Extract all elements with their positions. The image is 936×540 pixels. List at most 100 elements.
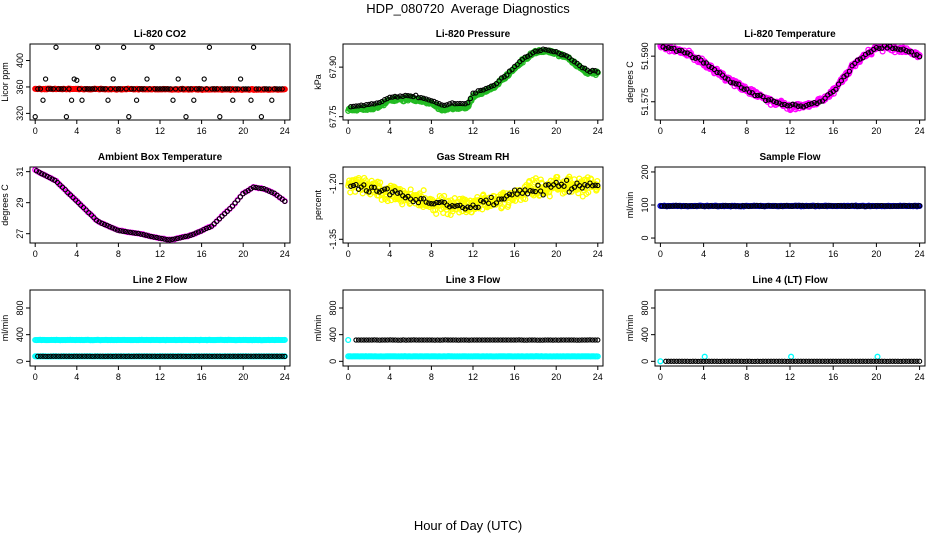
point-secondary-34 [754, 358, 761, 364]
point-secondary-68 [843, 203, 849, 209]
point-primary-354 [522, 196, 529, 203]
point-secondary-54 [175, 353, 181, 359]
point-primary-1 [701, 353, 708, 360]
point-secondary-76 [868, 358, 874, 364]
point-secondary-32 [431, 98, 437, 105]
point-secondary-51 [797, 203, 803, 209]
point-primary-292 [491, 193, 498, 200]
point-secondary-88 [584, 337, 590, 343]
point-secondary-12 [379, 187, 385, 194]
point-secondary-17 [398, 337, 404, 343]
point-secondary-0 [348, 104, 354, 110]
point-secondary-51 [487, 337, 493, 343]
point-secondary-42 [457, 100, 463, 107]
data-points [345, 336, 601, 360]
point-secondary-59 [819, 98, 826, 104]
y-tick-label: 400 [15, 53, 25, 68]
point-secondary-3 [42, 353, 49, 360]
point-secondary-1 [661, 203, 668, 209]
point-secondary-55 [178, 353, 184, 359]
point-secondary-33 [749, 90, 755, 96]
point-secondary-15 [703, 358, 709, 364]
point-secondary-81 [243, 86, 249, 92]
point-secondary-84 [889, 358, 896, 364]
point-secondary-65 [838, 358, 844, 364]
point-secondary-11 [61, 86, 67, 92]
point-secondary-50 [794, 203, 801, 209]
x-tick-label: 0 [346, 249, 351, 259]
x-tick-label: 12 [468, 249, 478, 259]
point-secondary-27 [736, 358, 742, 364]
point-secondary-90 [266, 86, 272, 92]
x-tick-label: 0 [33, 372, 38, 382]
point-secondary-76 [230, 97, 236, 103]
point-secondary-84 [253, 353, 259, 359]
point-secondary-52 [803, 358, 809, 364]
point-secondary-60 [191, 353, 197, 360]
point-secondary-6 [50, 353, 57, 359]
point-secondary-82 [561, 183, 567, 189]
point-secondary-7 [53, 353, 59, 359]
point-secondary-52 [169, 236, 176, 243]
point-secondary-87 [895, 46, 901, 52]
point-secondary-41 [139, 86, 145, 92]
point-secondary-86 [258, 353, 265, 359]
x-tick-label: 24 [915, 372, 925, 382]
x-tick-label: 24 [593, 372, 603, 382]
point-secondary-69 [214, 353, 220, 359]
point-secondary-46 [783, 203, 790, 209]
point-secondary-55 [811, 358, 817, 364]
point-secondary-28 [420, 95, 427, 101]
point-secondary-73 [224, 353, 231, 359]
point-secondary-40 [136, 86, 142, 92]
point-secondary-3 [667, 203, 673, 209]
point-secondary-56 [493, 200, 500, 206]
point-secondary-68 [524, 191, 531, 197]
point-secondary-93 [911, 52, 917, 58]
point-secondary-66 [206, 224, 212, 231]
point-secondary-39 [135, 230, 142, 237]
point-secondary-93 [589, 183, 596, 189]
point-secondary-44 [781, 358, 788, 364]
point-secondary-23 [721, 203, 727, 209]
point-secondary-48 [157, 86, 163, 92]
point-secondary-14 [384, 95, 390, 102]
y-tick-label: 0 [328, 359, 338, 364]
plot-frame [29, 166, 291, 244]
point-secondary-16 [395, 337, 401, 343]
point-secondary-69 [527, 188, 533, 194]
point-secondary-81 [245, 353, 252, 359]
point-secondary-54 [488, 83, 494, 89]
point-secondary-35 [126, 353, 132, 359]
point-secondary-43 [146, 353, 153, 359]
point-secondary-57 [503, 337, 509, 343]
point-secondary-10 [374, 100, 380, 106]
point-secondary-18 [394, 190, 401, 196]
point-secondary-64 [514, 61, 520, 68]
x-tick-label: 20 [871, 126, 881, 136]
point-secondary-32 [117, 228, 123, 234]
point-secondary-27 [732, 203, 738, 209]
point-secondary-26 [730, 80, 736, 86]
point-secondary-14 [700, 358, 707, 365]
point-secondary-77 [235, 353, 241, 359]
point-secondary-40 [452, 203, 458, 209]
point-secondary-7 [366, 189, 372, 195]
point-secondary-8 [680, 203, 687, 209]
point-secondary-67 [206, 44, 213, 50]
point-secondary-26 [100, 86, 106, 92]
point-secondary-35 [757, 358, 763, 365]
point-secondary-31 [744, 86, 750, 92]
point-secondary-35 [754, 203, 760, 209]
point-secondary-3 [668, 45, 674, 52]
point-secondary-28 [107, 353, 114, 359]
point-secondary-18 [79, 97, 85, 103]
point-secondary-70 [849, 203, 855, 209]
point-secondary-58 [498, 75, 505, 81]
y-tick-label: 0 [640, 236, 650, 241]
point-secondary-59 [508, 337, 514, 343]
point-secondary-86 [571, 184, 578, 190]
point-secondary-0 [353, 337, 359, 343]
point-secondary-50 [478, 197, 484, 204]
point-secondary-79 [553, 179, 559, 186]
